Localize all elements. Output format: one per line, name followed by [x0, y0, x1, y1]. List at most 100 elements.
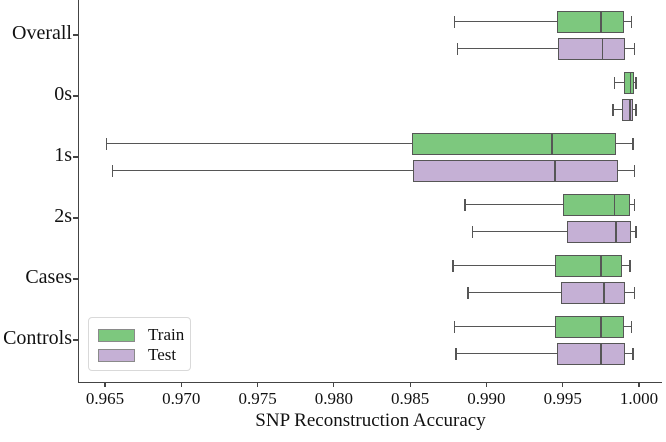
legend-item-test: Test — [98, 345, 190, 365]
whisker-line-train-1s — [106, 142, 412, 145]
whisker-line-test-overall — [625, 47, 635, 50]
whisker-cap-test-cases — [633, 286, 636, 299]
whisker-cap-test-overall — [456, 42, 459, 55]
whisker-cap-test-0s — [612, 103, 614, 116]
x-tick-mark — [333, 382, 335, 387]
whisker-line-test-cases — [468, 291, 562, 294]
x-tick-mark — [485, 382, 488, 387]
boxplot-box-train-cases — [555, 254, 623, 277]
y-tick-mark — [73, 217, 78, 219]
boxplot-box-train-1s — [411, 132, 617, 155]
whisker-line-train-controls — [623, 325, 632, 328]
y-tick-mark — [73, 34, 78, 36]
x-axis-spine — [78, 382, 662, 384]
whisker-cap-test-cases — [467, 286, 469, 299]
x-tick-mark — [256, 382, 259, 387]
whisker-cap-train-cases — [629, 259, 631, 272]
boxplot-box-test-cases — [561, 281, 626, 304]
x-tick-label: 1.000 — [619, 389, 659, 408]
whisker-cap-train-cases — [452, 259, 454, 272]
whisker-cap-train-2s — [464, 198, 466, 211]
whisker-cap-train-0s — [635, 76, 637, 89]
x-axis-title: SNP Reconstruction Accuracy — [255, 410, 486, 431]
whisker-cap-train-overall — [630, 15, 633, 28]
x-tick-label: 0.985 — [391, 389, 430, 408]
y-tick-label: 1s — [54, 144, 72, 166]
train-color-swatch — [98, 328, 135, 342]
y-axis-spine — [78, 0, 80, 382]
whisker-cap-test-1s — [633, 164, 636, 177]
whisker-cap-train-1s — [105, 137, 108, 150]
y-tick-mark — [73, 339, 78, 341]
x-tick-label: 0.995 — [543, 389, 582, 408]
median-line-test-controls — [600, 342, 602, 365]
whisker-line-test-2s — [472, 230, 568, 233]
whisker-cap-train-0s — [613, 76, 616, 89]
whisker-line-test-overall — [457, 47, 559, 50]
whisker-cap-test-0s — [635, 103, 637, 116]
whisker-line-train-2s — [629, 203, 635, 206]
boxplot-box-train-controls — [555, 315, 624, 338]
whisker-cap-train-2s — [633, 198, 636, 211]
boxplot-box-test-2s — [567, 220, 632, 243]
whisker-line-test-2s — [631, 230, 636, 233]
median-line-train-controls — [600, 315, 602, 338]
y-tick-mark — [73, 95, 78, 97]
whisker-line-test-0s — [613, 108, 623, 111]
whisker-cap-train-1s — [632, 137, 634, 150]
whisker-line-train-0s — [614, 81, 624, 84]
x-tick-label: 0.980 — [314, 389, 353, 408]
whisker-line-train-cases — [452, 264, 556, 267]
median-line-train-1s — [551, 132, 553, 155]
y-tick-label: 0s — [54, 83, 72, 105]
x-tick-label: 0.975 — [238, 389, 277, 408]
y-tick-label: Controls — [3, 327, 72, 349]
x-tick-label: 0.965 — [85, 389, 125, 408]
whisker-cap-test-controls — [632, 347, 634, 360]
whisker-cap-test-overall — [633, 42, 636, 55]
y-tick-label: Overall — [12, 22, 72, 44]
whisker-line-test-0s — [632, 108, 636, 111]
boxplot-box-test-1s — [413, 159, 618, 182]
x-tick-mark — [562, 382, 564, 387]
boxplot-box-train-2s — [562, 193, 630, 216]
boxplot-box-test-controls — [556, 342, 626, 365]
median-line-test-2s — [615, 220, 617, 243]
whisker-cap-train-controls — [453, 320, 456, 333]
legend-label-train: Train — [148, 325, 185, 344]
whisker-line-train-overall — [454, 20, 557, 23]
test-color-swatch — [98, 348, 135, 362]
median-line-train-cases — [600, 254, 602, 277]
whisker-line-test-1s — [617, 169, 635, 172]
x-tick-mark — [409, 382, 411, 387]
y-tick-mark — [73, 278, 78, 280]
boxplot-box-test-overall — [558, 37, 626, 60]
whisker-line-train-controls — [454, 325, 556, 328]
y-tick-label: 2s — [54, 205, 72, 227]
y-tick-label: Cases — [25, 266, 72, 288]
median-line-test-1s — [554, 159, 556, 182]
x-tick-mark — [180, 382, 182, 387]
legend: Train Test — [88, 317, 191, 371]
whisker-cap-test-2s — [471, 225, 474, 238]
legend-label-test: Test — [148, 345, 177, 364]
x-tick-label: 0.990 — [467, 389, 506, 408]
x-tick-mark — [104, 382, 106, 387]
whisker-line-train-2s — [465, 203, 563, 206]
median-line-test-0s — [629, 98, 631, 121]
median-line-train-overall — [600, 10, 602, 33]
boxplot-box-train-overall — [556, 10, 624, 33]
x-tick-label: 0.970 — [162, 389, 201, 408]
whisker-line-test-1s — [112, 169, 414, 172]
median-line-test-overall — [601, 37, 604, 60]
boxplot-box-train-0s — [623, 71, 634, 94]
boxplot-box-test-0s — [622, 98, 633, 121]
legend-item-train: Train — [98, 325, 190, 345]
whisker-cap-test-2s — [635, 225, 637, 238]
whisker-line-train-overall — [623, 20, 632, 23]
whisker-cap-test-1s — [111, 164, 114, 177]
whisker-line-test-cases — [625, 291, 635, 294]
whisker-line-train-0s — [633, 81, 636, 84]
